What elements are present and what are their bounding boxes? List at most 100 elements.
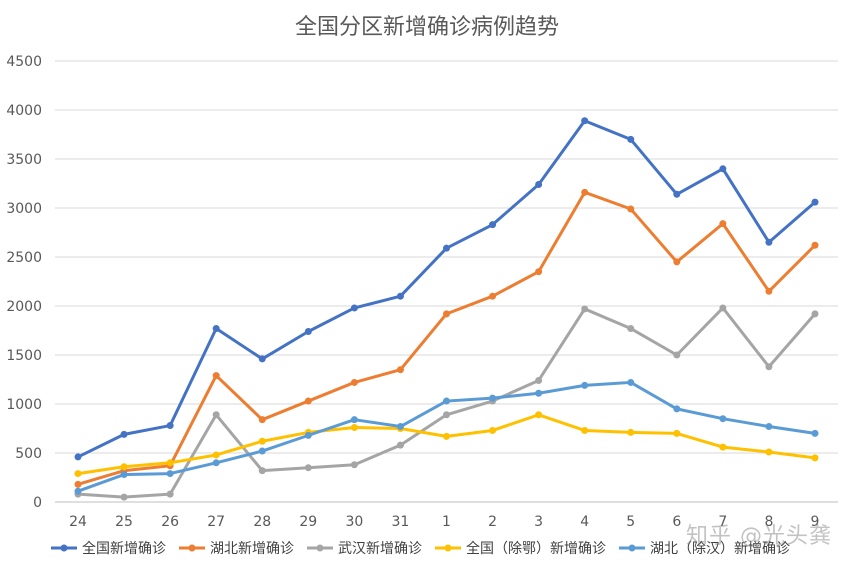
data-point bbox=[443, 397, 450, 405]
series-3 bbox=[74, 304, 819, 501]
data-point bbox=[673, 405, 681, 413]
series-4 bbox=[74, 411, 819, 478]
data-point bbox=[627, 378, 635, 386]
data-point bbox=[765, 448, 773, 456]
data-point bbox=[535, 376, 543, 384]
x-tick-label: 24 bbox=[69, 514, 87, 530]
data-point bbox=[120, 493, 128, 501]
data-point bbox=[396, 292, 404, 300]
data-point bbox=[120, 463, 128, 471]
data-point bbox=[258, 447, 266, 455]
legend: 全国新增确诊 湖北新增确诊 武汉新增确诊 全国（除鄂）新增确诊 湖北（除汉）新增确诊 bbox=[51, 540, 790, 557]
legend-item: 湖北（除汉）新增确诊 bbox=[618, 541, 790, 557]
grid-lines bbox=[55, 60, 838, 503]
data-point bbox=[350, 461, 358, 469]
data-point bbox=[350, 304, 358, 312]
data-point bbox=[212, 411, 220, 419]
data-point bbox=[627, 325, 635, 333]
data-point bbox=[581, 426, 589, 434]
data-point bbox=[74, 480, 82, 488]
data-point bbox=[212, 459, 220, 467]
data-point bbox=[765, 423, 773, 431]
data-point bbox=[535, 268, 543, 276]
data-point bbox=[120, 430, 128, 438]
data-point bbox=[581, 188, 589, 196]
data-point bbox=[74, 487, 82, 495]
data-point bbox=[443, 411, 450, 419]
legend-label: 湖北（除汉）新增确诊 bbox=[650, 541, 790, 557]
watermark: 知乎 @光头龚 bbox=[686, 524, 832, 549]
data-point bbox=[811, 454, 819, 462]
x-tick-label: 26 bbox=[161, 514, 179, 530]
data-point bbox=[350, 378, 358, 386]
data-point bbox=[304, 431, 312, 439]
data-point bbox=[350, 416, 358, 424]
x-tick-label: 3 bbox=[534, 514, 543, 530]
legend-item: 全国新增确诊 bbox=[51, 540, 166, 557]
data-point bbox=[489, 292, 497, 300]
y-tick-label: 2500 bbox=[6, 250, 42, 266]
x-tick-label: 4 bbox=[580, 514, 589, 530]
series-2 bbox=[74, 188, 819, 488]
y-tick-label: 2000 bbox=[6, 299, 42, 315]
legend-swatch-marker bbox=[316, 544, 324, 552]
data-point bbox=[765, 238, 773, 246]
legend-item: 武汉新增确诊 bbox=[307, 541, 422, 557]
y-tick-label: 1000 bbox=[6, 397, 42, 413]
x-tick-label: 27 bbox=[207, 514, 225, 530]
legend-label: 武汉新增确诊 bbox=[338, 541, 422, 557]
y-tick-label: 500 bbox=[15, 446, 42, 462]
x-tick-label: 7 bbox=[718, 514, 727, 530]
data-point bbox=[166, 470, 174, 478]
x-tick-label: 9 bbox=[811, 514, 820, 530]
data-point bbox=[489, 221, 497, 229]
x-tick-label: 30 bbox=[345, 514, 363, 530]
series-1 bbox=[74, 117, 819, 461]
data-point bbox=[166, 490, 174, 498]
x-axis: 24 25 26 27 28 29 30 31 1 2 3 4 5 6 7 8 9 bbox=[69, 514, 819, 530]
x-tick-label: 1 bbox=[442, 514, 451, 530]
data-point bbox=[719, 220, 727, 228]
y-tick-label: 4500 bbox=[6, 54, 42, 70]
y-tick-label: 4000 bbox=[6, 103, 42, 119]
y-axis: 0 500 1000 1500 2000 2500 3000 3500 4000 4500 bbox=[6, 54, 42, 511]
data-point bbox=[673, 190, 681, 198]
data-point bbox=[719, 415, 727, 423]
data-point bbox=[765, 363, 773, 371]
data-point bbox=[765, 287, 773, 295]
x-tick-label: 28 bbox=[253, 514, 271, 530]
series-5 bbox=[74, 378, 819, 495]
data-point bbox=[258, 467, 266, 475]
data-point bbox=[811, 198, 819, 206]
data-point bbox=[304, 327, 312, 335]
data-point bbox=[396, 366, 404, 374]
legend-label: 湖北新增确诊 bbox=[210, 541, 294, 557]
data-point bbox=[581, 381, 589, 389]
x-tick-label: 25 bbox=[115, 514, 133, 530]
data-point bbox=[627, 135, 635, 143]
data-point bbox=[166, 422, 174, 430]
x-tick-label: 5 bbox=[626, 514, 635, 530]
legend-label: 全国新增确诊 bbox=[82, 540, 166, 557]
data-point bbox=[581, 117, 589, 125]
y-tick-label: 3500 bbox=[6, 152, 42, 168]
legend-item: 湖北新增确诊 bbox=[179, 541, 294, 557]
y-tick-label: 1500 bbox=[6, 348, 42, 364]
data-point bbox=[304, 464, 312, 472]
legend-item: 全国（除鄂）新增确诊 bbox=[435, 540, 606, 557]
data-point bbox=[535, 180, 543, 188]
legend-swatch-marker bbox=[444, 544, 452, 552]
x-tick-label: 31 bbox=[392, 514, 410, 530]
data-point bbox=[719, 443, 727, 451]
legend-swatch-marker bbox=[60, 544, 68, 552]
data-point bbox=[811, 429, 819, 437]
data-point bbox=[74, 453, 82, 461]
data-point bbox=[350, 424, 358, 432]
data-point bbox=[212, 451, 220, 459]
data-point bbox=[396, 423, 404, 431]
legend-label: 全国（除鄂）新增确诊 bbox=[466, 540, 606, 557]
data-point bbox=[627, 205, 635, 213]
data-point bbox=[489, 426, 497, 434]
chart-title: 全国分区新增确诊病例趋势 bbox=[295, 15, 559, 40]
data-point bbox=[258, 437, 266, 445]
